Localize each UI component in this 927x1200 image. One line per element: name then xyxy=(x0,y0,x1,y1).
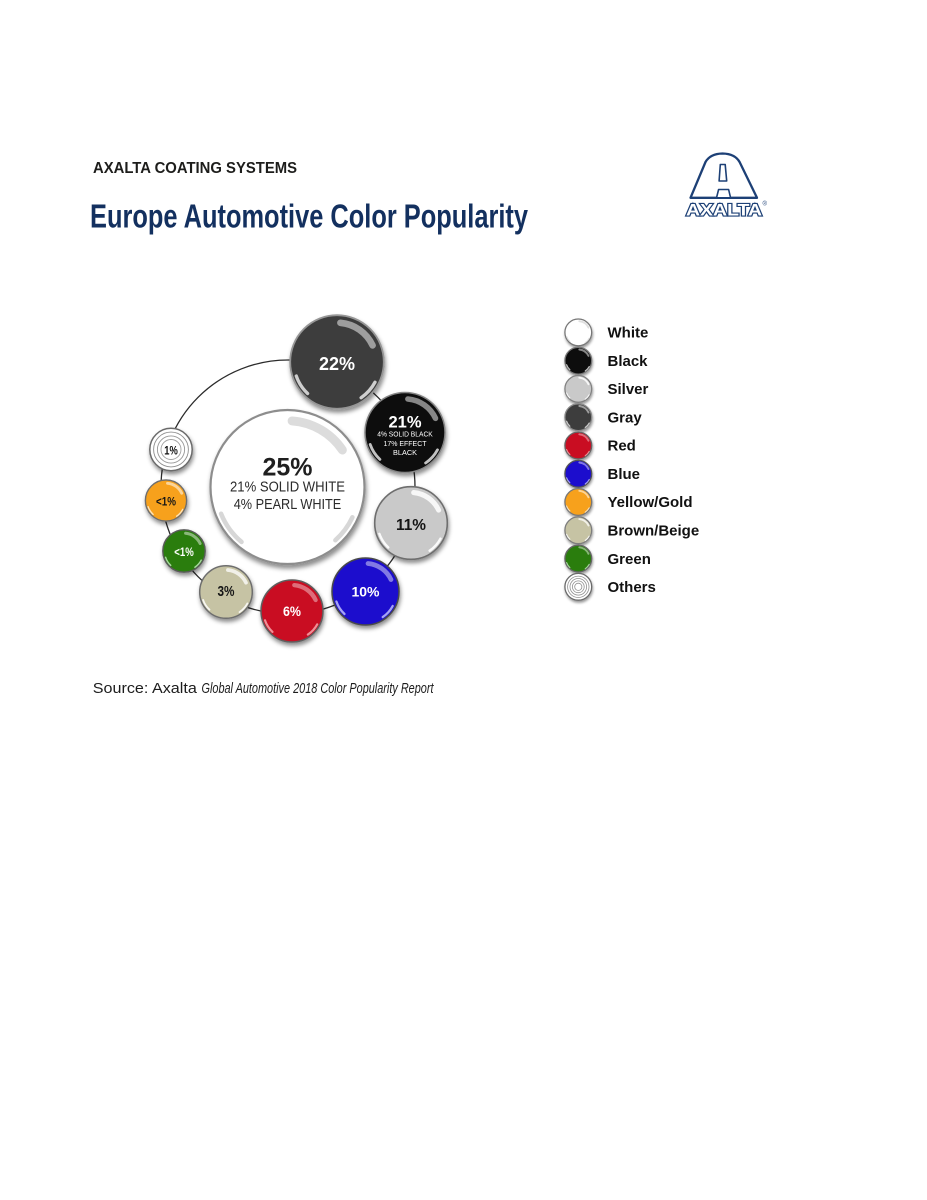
svg-text:Silver: Silver xyxy=(608,381,649,398)
svg-text:Global Automotive 2018 Color P: Global Automotive 2018 Color Popularity … xyxy=(202,680,435,697)
svg-text:6%: 6% xyxy=(283,603,301,619)
svg-text:<1%: <1% xyxy=(156,494,176,508)
svg-text:21% SOLID WHITE: 21% SOLID WHITE xyxy=(230,479,345,495)
svg-text:22%: 22% xyxy=(319,354,355,374)
svg-text:25%: 25% xyxy=(262,453,312,481)
svg-text:Source: Axalta: Source: Axalta xyxy=(93,680,198,697)
svg-text:Blue: Blue xyxy=(608,466,641,483)
svg-text:4% PEARL WHITE: 4% PEARL WHITE xyxy=(234,497,342,513)
svg-text:21%: 21% xyxy=(388,413,421,431)
svg-text:Green: Green xyxy=(608,551,651,568)
svg-text:®: ® xyxy=(763,201,768,208)
svg-text:Brown/Beige: Brown/Beige xyxy=(608,523,700,540)
svg-text:Black: Black xyxy=(608,353,649,370)
svg-text:17% EFFECT: 17% EFFECT xyxy=(384,441,428,448)
svg-text:<1%: <1% xyxy=(174,545,194,559)
svg-text:1%: 1% xyxy=(164,444,178,458)
svg-text:White: White xyxy=(608,325,649,342)
svg-text:AXALTA: AXALTA xyxy=(686,202,762,220)
svg-text:BLACK: BLACK xyxy=(393,450,417,457)
svg-text:4% SOLID BLACK: 4% SOLID BLACK xyxy=(377,431,433,438)
svg-text:Gray: Gray xyxy=(608,409,643,426)
svg-text:Red: Red xyxy=(608,438,636,455)
svg-text:3%: 3% xyxy=(218,583,235,600)
svg-text:Europe Automotive Color Popula: Europe Automotive Color Popularity xyxy=(90,198,528,235)
svg-text:Others: Others xyxy=(608,579,656,596)
svg-text:11%: 11% xyxy=(396,517,426,534)
svg-text:AXALTA COATING SYSTEMS: AXALTA COATING SYSTEMS xyxy=(93,160,297,177)
svg-text:Yellow/Gold: Yellow/Gold xyxy=(608,494,693,511)
svg-text:10%: 10% xyxy=(352,583,381,599)
